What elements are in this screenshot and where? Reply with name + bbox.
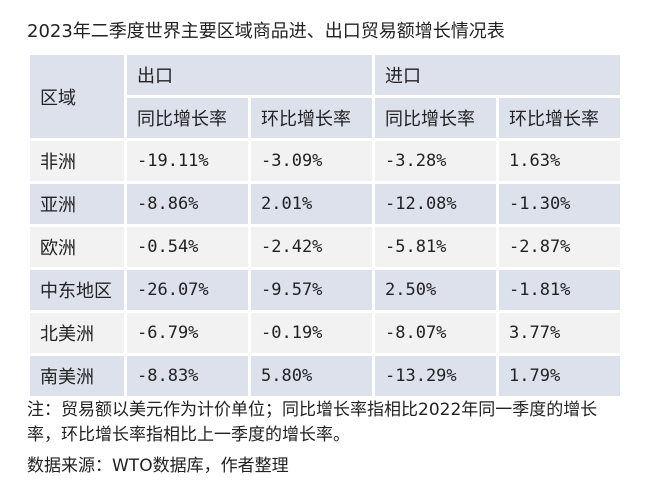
import-yoy-header: 同比增长率 (372, 95, 499, 141)
value-cell: -1.30% (496, 181, 623, 227)
value-cell: -19.11% (124, 138, 251, 184)
trade-growth-table: 区域 出口 进口 同比增长率 环比增长率 同比增长率 环比增长率 非洲 -19.… (27, 52, 623, 399)
table-row: 北美洲 -6.79% -0.19% -8.07% 3.77% (27, 310, 623, 356)
region-cell: 亚洲 (27, 181, 127, 227)
value-cell: -1.81% (496, 267, 623, 313)
value-cell: -3.09% (248, 138, 375, 184)
export-yoy-header: 同比增长率 (124, 95, 251, 141)
region-cell: 南美洲 (27, 353, 127, 399)
value-cell: -6.79% (124, 310, 251, 356)
value-cell: -13.29% (372, 353, 499, 399)
region-header: 区域 (27, 52, 127, 141)
data-source: 数据来源：WTO数据库，作者整理 (27, 456, 289, 476)
value-cell: 2.50% (372, 267, 499, 313)
value-cell: -9.57% (248, 267, 375, 313)
table-row: 南美洲 -8.83% 5.80% -13.29% 1.79% (27, 353, 623, 399)
value-cell: 5.80% (248, 353, 375, 399)
value-cell: 2.01% (248, 181, 375, 227)
value-cell: -12.08% (372, 181, 499, 227)
value-cell: 1.63% (496, 138, 623, 184)
value-cell: 1.79% (496, 353, 623, 399)
table-row: 欧洲 -0.54% -2.42% -5.81% -2.87% (27, 224, 623, 270)
value-cell: 3.77% (496, 310, 623, 356)
value-cell: -3.28% (372, 138, 499, 184)
value-cell: -5.81% (372, 224, 499, 270)
table-row: 非洲 -19.11% -3.09% -3.28% 1.63% (27, 138, 623, 184)
export-group-header: 出口 (124, 52, 375, 98)
import-group-header: 进口 (372, 52, 623, 98)
value-cell: -8.07% (372, 310, 499, 356)
import-qoq-header: 环比增长率 (496, 95, 623, 141)
value-cell: -2.87% (496, 224, 623, 270)
value-cell: -26.07% (124, 267, 251, 313)
region-cell: 中东地区 (27, 267, 127, 313)
value-cell: -0.19% (248, 310, 375, 356)
export-qoq-header: 环比增长率 (248, 95, 375, 141)
footnotes: 注：贸易额以美元作为计价单位；同比增长率指相比2022年同一季度的增长率，环比增… (27, 398, 627, 479)
table-note: 注：贸易额以美元作为计价单位；同比增长率指相比2022年同一季度的增长率，环比增… (27, 400, 598, 445)
region-cell: 北美洲 (27, 310, 127, 356)
value-cell: -8.83% (124, 353, 251, 399)
value-cell: -0.54% (124, 224, 251, 270)
value-cell: -8.86% (124, 181, 251, 227)
region-cell: 欧洲 (27, 224, 127, 270)
value-cell: -2.42% (248, 224, 375, 270)
table-title: 2023年二季度世界主要区域商品进、出口贸易额增长情况表 (27, 21, 505, 42)
region-cell: 非洲 (27, 138, 127, 184)
table-row: 中东地区 -26.07% -9.57% 2.50% -1.81% (27, 267, 623, 313)
table-row: 亚洲 -8.86% 2.01% -12.08% -1.30% (27, 181, 623, 227)
